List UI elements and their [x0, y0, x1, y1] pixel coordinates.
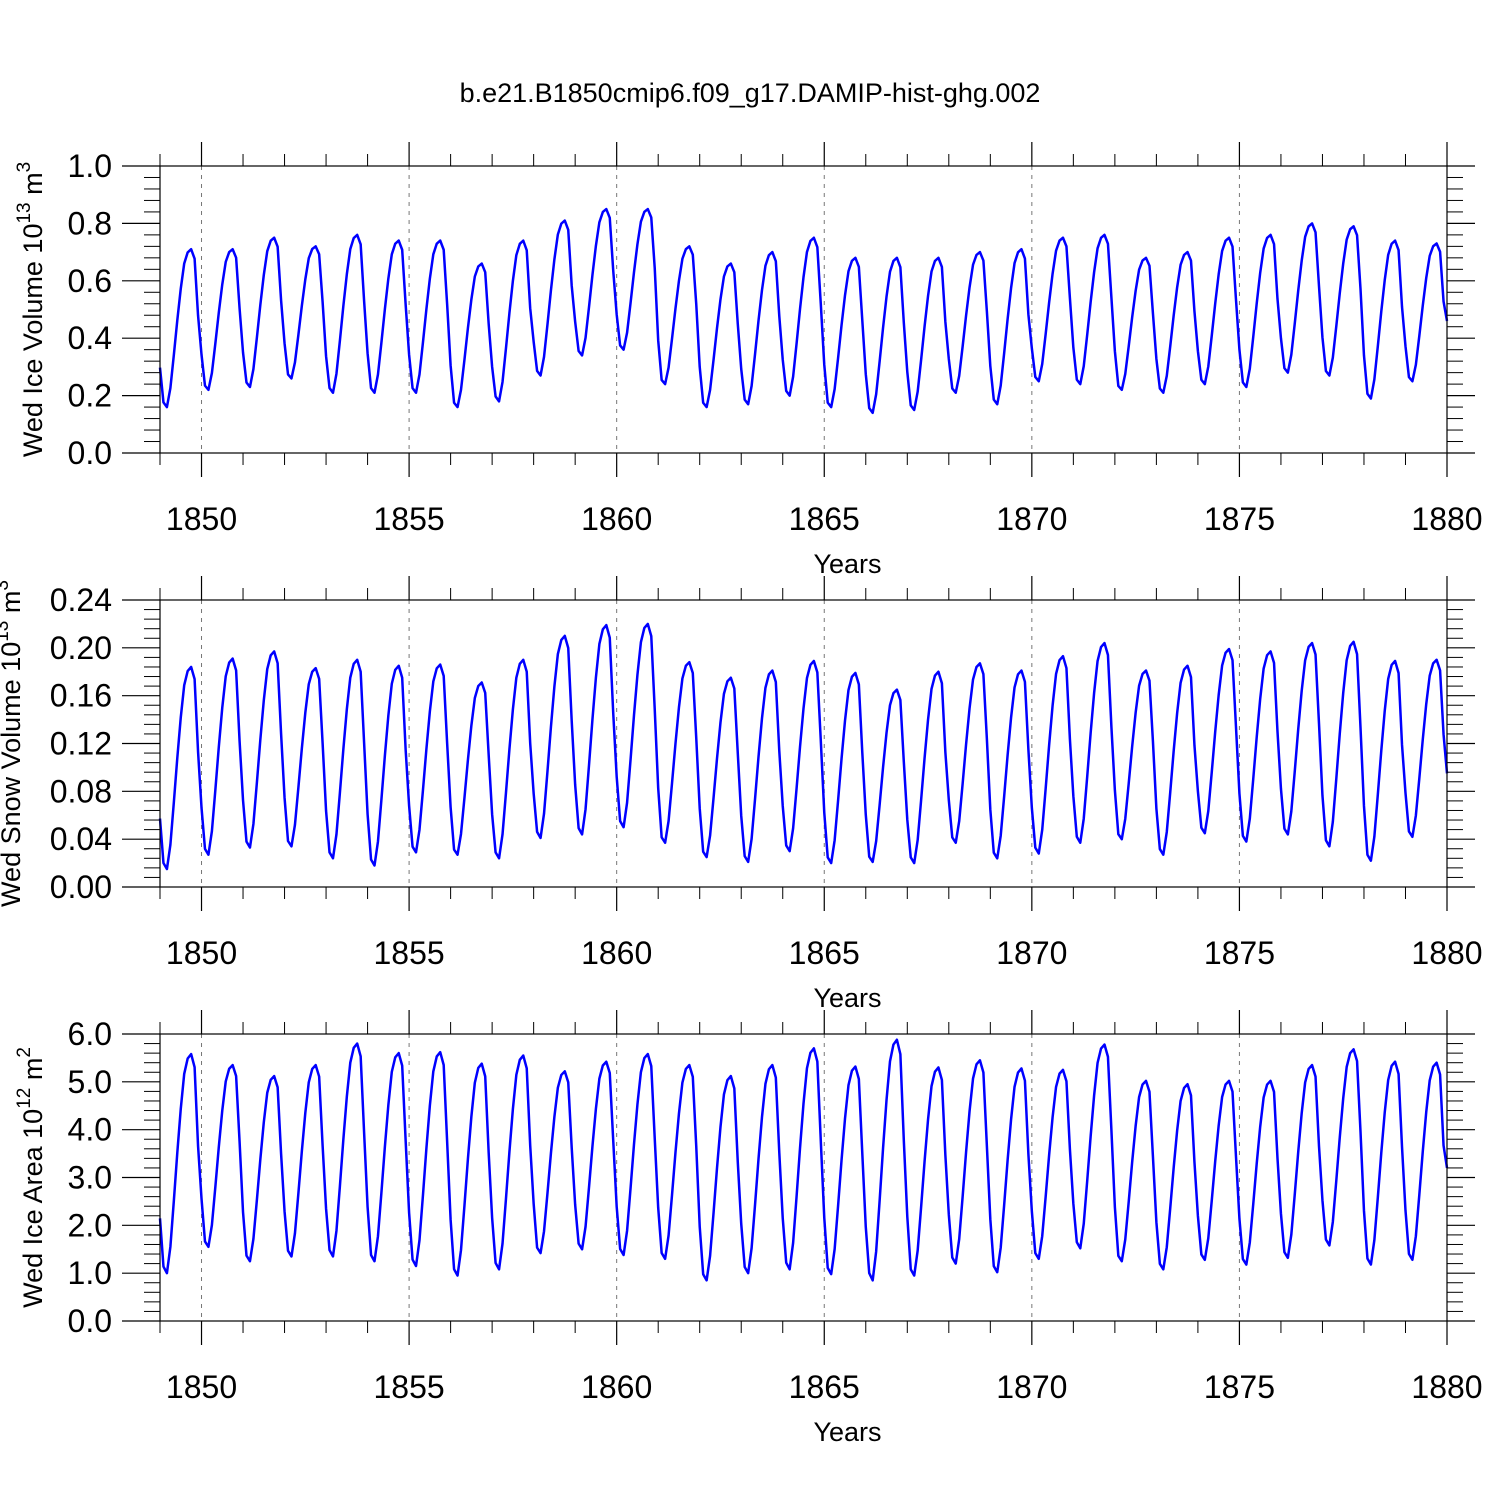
- x-tick-label: 1865: [789, 935, 860, 971]
- y-axis-label-exponent: 12: [14, 1088, 35, 1109]
- x-tick-label: 1860: [581, 1369, 652, 1405]
- y-axis-label: Wed Snow Volume 1013 m3: [0, 580, 26, 907]
- y-tick-label: 0.0: [68, 1303, 112, 1339]
- series-line: [158, 207, 1449, 415]
- series-line: [158, 622, 1449, 871]
- y-axis-label-unit: m: [18, 1058, 48, 1088]
- x-tick-label: 1870: [996, 935, 1067, 971]
- y-tick-label: 0.16: [50, 678, 112, 714]
- y-axis-label-unit-exponent: 2: [14, 1047, 35, 1058]
- x-tick-label: 1855: [374, 1369, 445, 1405]
- x-tick-label: 1860: [581, 935, 652, 971]
- x-tick-label: 1870: [996, 1369, 1067, 1405]
- y-axis-label-unit: m: [0, 591, 26, 621]
- x-tick-label: 1865: [789, 501, 860, 537]
- x-tick-label: 1870: [996, 501, 1067, 537]
- x-axis-label: Years: [813, 549, 881, 579]
- y-axis-label-text: Wed Ice Volume 10: [18, 224, 48, 458]
- y-tick-label: 0.08: [50, 773, 112, 809]
- plot-frame: [159, 165, 1448, 454]
- y-tick-label: 0.4: [68, 320, 112, 356]
- x-tick-label: 1850: [166, 935, 237, 971]
- y-axis-label-exponent: 13: [0, 621, 13, 642]
- x-tick-label: 1855: [374, 935, 445, 971]
- y-tick-label: 0.2: [68, 378, 112, 414]
- y-axis-label-text: Wed Ice Area 10: [18, 1109, 48, 1308]
- y-axis-label-exponent: 13: [14, 202, 35, 223]
- y-axis-label-text: Wed Snow Volume 10: [0, 642, 26, 907]
- x-axis-label: Years: [813, 1417, 881, 1447]
- x-tick-label: 1875: [1204, 1369, 1275, 1405]
- y-tick-label: 1.0: [68, 1255, 112, 1291]
- y-tick-label: 0.00: [50, 869, 112, 905]
- panel-2: 1850 1855 1860 1865 1870 1875 1880 0.00 0.04 0.08…: [0, 576, 1483, 1013]
- y-tick-label: 0.04: [50, 821, 112, 857]
- y-tick-label: 2.0: [68, 1207, 112, 1243]
- y-tick-label: 0.0: [68, 435, 112, 471]
- y-axis-label-unit-exponent: 3: [0, 580, 13, 591]
- y-tick-label: 0.6: [68, 263, 112, 299]
- y-tick-label: 6.0: [68, 1016, 112, 1052]
- panels: 1850 1855 1860 1865 1870 1875 1880 0.0 0.2 0.4 0.6…: [0, 142, 1483, 1447]
- series-line: [158, 1038, 1449, 1282]
- x-tick-label: 1860: [581, 501, 652, 537]
- x-tick-label: 1880: [1411, 1369, 1482, 1405]
- plot-frame: [159, 599, 1448, 888]
- y-tick-label: 5.0: [68, 1064, 112, 1100]
- y-tick-label: 4.0: [68, 1112, 112, 1148]
- x-axis-label: Years: [813, 983, 881, 1013]
- y-axis-label: Wed Ice Area 1012 m2: [14, 1047, 48, 1308]
- x-tick-label: 1875: [1204, 935, 1275, 971]
- x-tick-label: 1855: [374, 501, 445, 537]
- x-tick-label: 1865: [789, 1369, 860, 1405]
- y-tick-label: 0.12: [50, 726, 112, 762]
- x-tick-label: 1875: [1204, 501, 1275, 537]
- y-tick-label: 0.8: [68, 205, 112, 241]
- x-tick-label: 1880: [1411, 935, 1482, 971]
- plot-frame: [159, 1033, 1448, 1322]
- x-tick-label: 1880: [1411, 501, 1482, 537]
- figure-title: b.e21.B1850cmip6.f09_g17.DAMIP-hist-ghg.…: [460, 78, 1041, 108]
- y-tick-label: 1.0: [68, 148, 112, 184]
- y-axis-label-unit: m: [18, 172, 48, 202]
- panel-1: 1850 1855 1860 1865 1870 1875 1880 0.0 0.2 0.4 0.6…: [14, 142, 1483, 579]
- x-tick-label: 1850: [166, 501, 237, 537]
- y-tick-label: 0.20: [50, 630, 112, 666]
- panel-3: 1850 1855 1860 1865 1870 1875 1880 0.0 1.0 2.0 3.0…: [14, 1010, 1483, 1447]
- x-tick-label: 1850: [166, 1369, 237, 1405]
- y-axis-label: Wed Ice Volume 1013 m3: [14, 162, 48, 457]
- y-tick-label: 3.0: [68, 1160, 112, 1196]
- y-axis-label-unit-exponent: 3: [14, 162, 35, 173]
- y-tick-label: 0.24: [50, 582, 112, 618]
